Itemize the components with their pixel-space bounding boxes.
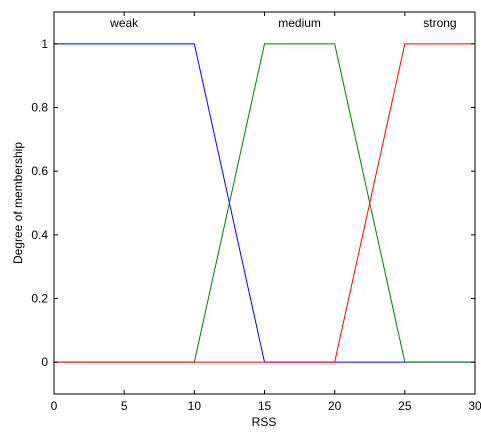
y-tick-label: 0.8 bbox=[31, 101, 48, 115]
y-tick-label: 1 bbox=[41, 37, 48, 51]
x-tick-label: 0 bbox=[51, 399, 58, 413]
x-tick-label: 30 bbox=[468, 399, 481, 413]
y-tick-label: 0.4 bbox=[31, 228, 48, 242]
x-tick-label: 25 bbox=[398, 399, 412, 413]
series-layer bbox=[54, 43, 475, 363]
y-tick-label: 0.2 bbox=[31, 292, 48, 306]
membership-label-weak: weak bbox=[109, 16, 139, 30]
ticks-layer: 0 5 10 15 20 25 30 0 0.2 0.4 0.6 0.8 1 bbox=[31, 12, 481, 413]
membership-label-medium: medium bbox=[278, 16, 321, 30]
y-axis-title: Degree of membership bbox=[11, 142, 25, 264]
x-tick-label: 10 bbox=[188, 399, 202, 413]
y-tick-label: 0.6 bbox=[31, 164, 48, 178]
plot-frame bbox=[53, 11, 476, 395]
series-line-strong bbox=[54, 43, 475, 363]
annotation-layer: weak medium strong bbox=[109, 16, 456, 30]
x-tick-label: 20 bbox=[328, 399, 342, 413]
x-axis-title: RSS bbox=[252, 415, 277, 429]
membership-label-strong: strong bbox=[423, 16, 456, 30]
x-tick-label: 15 bbox=[258, 399, 272, 413]
y-tick-label: 0 bbox=[41, 355, 48, 369]
x-tick-label: 5 bbox=[121, 399, 128, 413]
